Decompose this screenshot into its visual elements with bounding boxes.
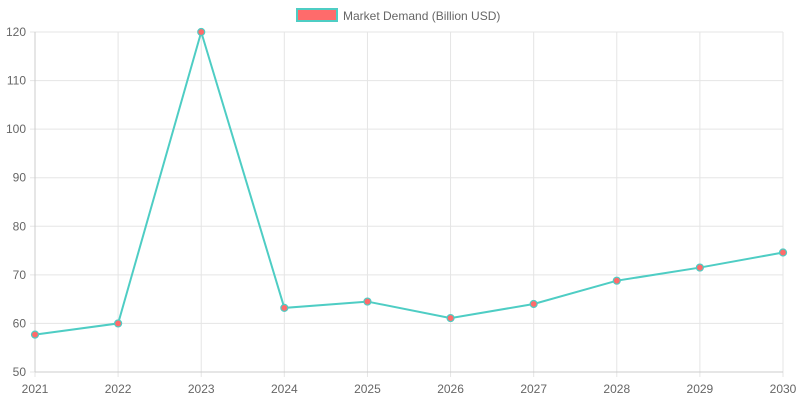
series-line [34, 28, 784, 336]
data-point[interactable] [363, 297, 372, 306]
x-tick-label: 2022 [105, 382, 132, 396]
grid [30, 31, 784, 377]
data-point[interactable] [30, 330, 40, 339]
y-tick-label: 50 [13, 365, 27, 379]
x-tick-label: 2028 [603, 382, 630, 396]
x-tick-label: 2023 [188, 382, 215, 396]
y-tick-label: 70 [13, 268, 27, 282]
x-tick-label: 2027 [520, 382, 547, 396]
y-tick-label: 100 [6, 122, 26, 136]
data-point[interactable] [778, 248, 788, 257]
y-tick-label: 90 [13, 171, 27, 185]
y-tick-label: 80 [13, 219, 27, 233]
series [30, 27, 788, 339]
x-tick-label: 2029 [687, 382, 714, 396]
data-point[interactable] [446, 313, 455, 323]
x-tick-label: 2030 [770, 382, 797, 396]
x-tick-label: 2025 [354, 382, 381, 396]
legend-swatch[interactable] [296, 8, 338, 22]
y-tick-label: 60 [13, 316, 27, 330]
legend-label[interactable]: Market Demand (Billion USD) [343, 9, 500, 23]
data-point[interactable] [612, 276, 621, 285]
data-point[interactable] [114, 319, 123, 328]
data-point[interactable] [197, 27, 206, 37]
y-tick-label: 120 [6, 25, 26, 39]
x-tick-label: 2021 [22, 382, 49, 396]
y-tick-label: 110 [7, 74, 26, 88]
data-point[interactable] [695, 263, 704, 272]
data-point[interactable] [280, 303, 289, 312]
legend[interactable]: Market Demand (Billion USD) [296, 8, 500, 23]
axes: 50 60 70 80 90 100 110 120 2021 2022 2023 2024 2025 2… [6, 25, 797, 396]
x-tick-label: 2026 [437, 382, 464, 396]
x-tick-label: 2024 [271, 382, 298, 396]
data-point[interactable] [529, 299, 538, 309]
